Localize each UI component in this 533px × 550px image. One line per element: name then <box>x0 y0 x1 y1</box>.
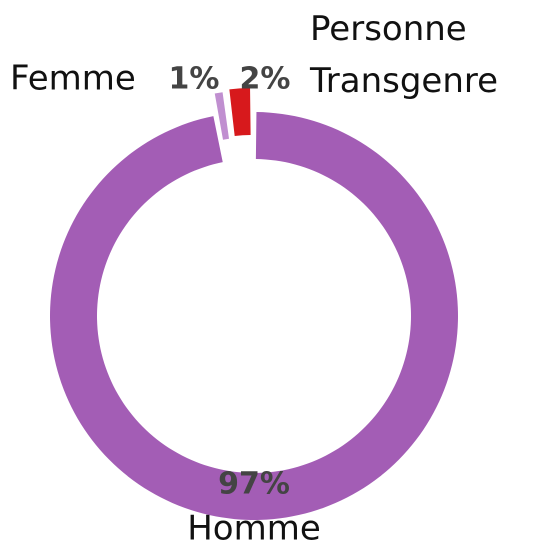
value-label: 1% <box>169 62 220 97</box>
category-label: Homme <box>187 509 321 549</box>
value-label: 97% <box>218 467 290 502</box>
category-label-line: Transgenre <box>309 61 498 101</box>
category-label-line: Personne <box>310 9 467 49</box>
value-label: 2% <box>240 62 291 97</box>
category-label: Personne Transgenre <box>309 9 498 101</box>
donut-segment <box>49 112 459 521</box>
donut-segment <box>229 88 251 137</box>
category-label: Femme <box>10 59 136 99</box>
donut-segment <box>214 92 230 140</box>
